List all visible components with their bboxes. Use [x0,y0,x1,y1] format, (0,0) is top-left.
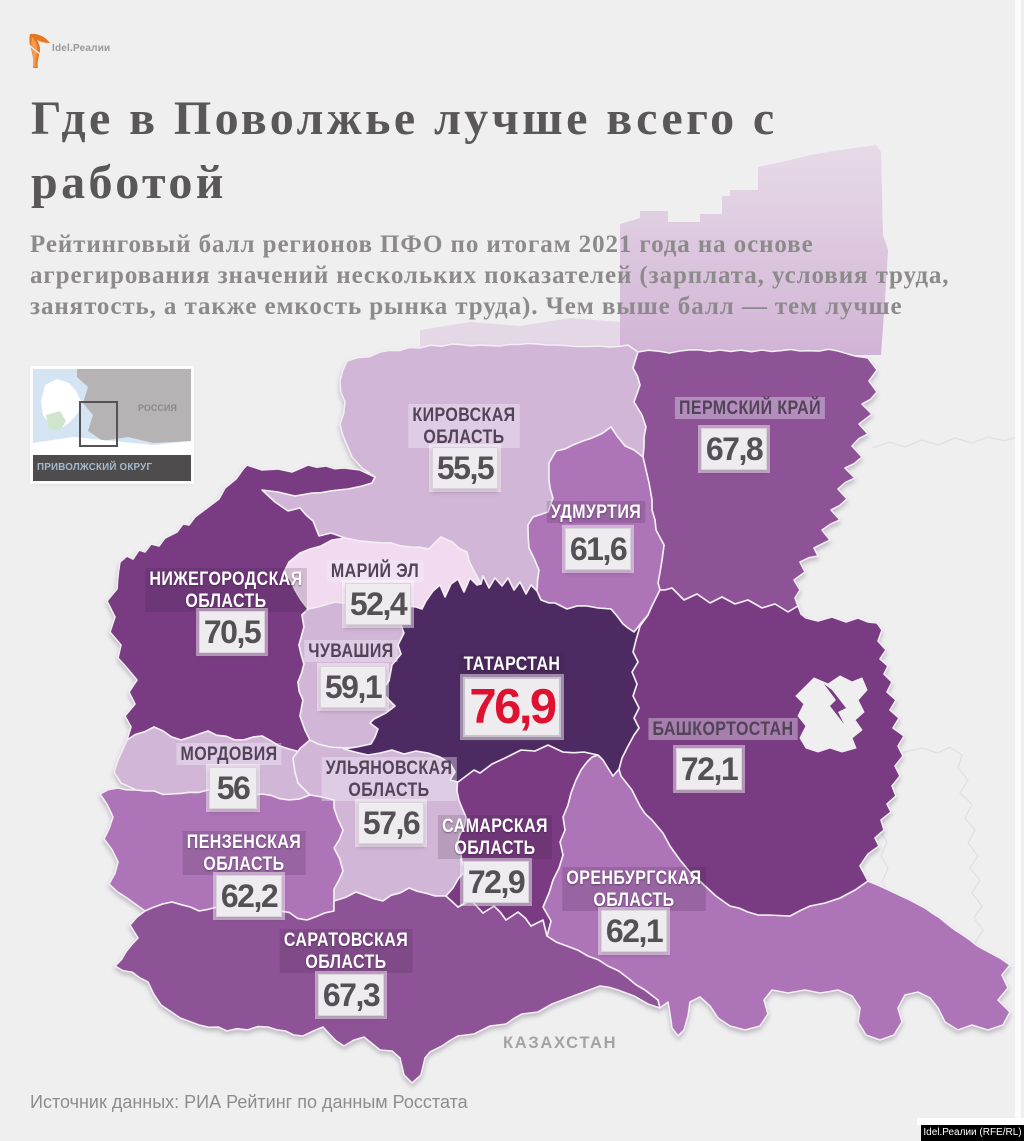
svg-text:РОССИЯ: РОССИЯ [138,403,177,413]
